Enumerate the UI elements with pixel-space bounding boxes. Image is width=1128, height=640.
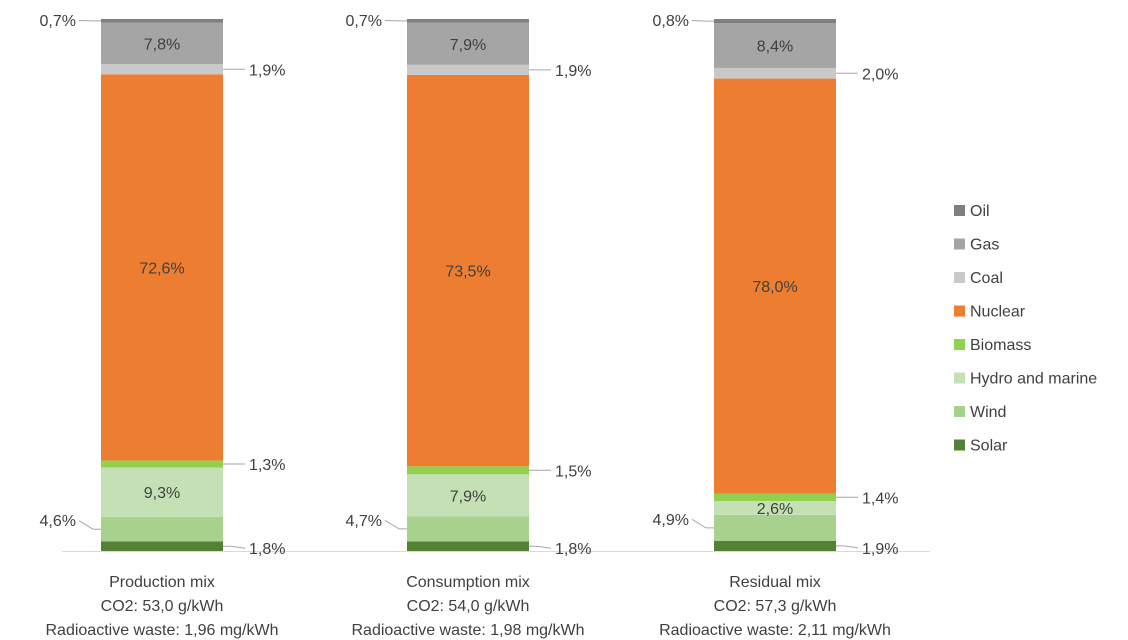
- data-label-hydro-and-marine-3: 2,6%: [757, 501, 793, 518]
- data-label-gas-3: 8,4%: [757, 39, 793, 56]
- bar-segment-hydro-and-marine-3: [714, 500, 836, 515]
- leader-line-solar-2: [529, 545, 552, 549]
- bar-segment-gas-1: [101, 22, 223, 65]
- category-label-2-line-3: Radioactive waste: 1,98 mg/kWh: [352, 622, 585, 639]
- data-label-gas-1: 7,8%: [144, 36, 180, 53]
- data-label-coal-2: 1,9%: [555, 63, 591, 80]
- data-label-hydro-and-marine-1: 9,3%: [144, 485, 180, 502]
- legend-swatch-gas: [954, 238, 965, 250]
- legend-swatch-solar: [954, 439, 965, 451]
- data-label-solar-3: 1,9%: [862, 541, 898, 558]
- bar-segment-oil-1: [101, 19, 223, 23]
- bar-segment-solar-3: [714, 540, 836, 551]
- bar-segment-nuclear-1: [101, 74, 223, 461]
- category-label-3-line-2: CO2: 57,3 g/kWh: [714, 598, 837, 615]
- data-label-solar-2: 1,8%: [555, 541, 591, 558]
- data-label-biomass-1: 1,3%: [249, 457, 285, 474]
- legend-label-coal: Coal: [970, 270, 1003, 287]
- leader-line-wind-1: [78, 520, 101, 530]
- bar-segment-gas-2: [407, 22, 529, 65]
- category-label-3-line-1: Residual mix: [729, 574, 821, 591]
- data-label-coal-3: 2,0%: [862, 66, 898, 83]
- bar-segment-oil-3: [714, 19, 836, 24]
- bar-segment-nuclear-3: [714, 78, 836, 494]
- legend-label-oil: Oil: [970, 203, 990, 220]
- legend-swatch-oil: [954, 205, 965, 216]
- category-label-1-line-2: CO2: 53,0 g/kWh: [101, 598, 224, 615]
- data-label-wind-1: 4,6%: [40, 513, 76, 530]
- category-label-1-line-3: Radioactive waste: 1,96 mg/kWh: [46, 622, 279, 639]
- bar-segment-coal-3: [714, 67, 836, 79]
- legend-swatch-wind: [954, 406, 965, 417]
- legend-label-hydro-and-marine: Hydro and marine: [970, 371, 1097, 388]
- leader-line-solar-1: [223, 545, 246, 549]
- data-label-coal-1: 1,9%: [249, 62, 285, 79]
- leader-line-oil-3: [691, 20, 714, 22]
- data-label-biomass-3: 1,4%: [862, 490, 898, 507]
- leader-line-solar-3: [836, 545, 859, 549]
- category-label-2-line-2: CO2: 54,0 g/kWh: [407, 598, 530, 615]
- bar-segment-nuclear-2: [407, 74, 529, 467]
- bar-segment-biomass-2: [407, 466, 529, 475]
- bar-segment-coal-1: [101, 64, 223, 75]
- bar-segment-wind-2: [407, 516, 529, 542]
- data-label-oil-3: 0,8%: [653, 13, 689, 30]
- data-label-wind-2: 4,7%: [346, 513, 382, 530]
- legend-label-wind: Wind: [970, 404, 1006, 421]
- data-label-wind-3: 4,9%: [653, 512, 689, 529]
- legend-swatch-hydro-and-marine: [954, 372, 965, 384]
- legend-label-solar: Solar: [970, 438, 1008, 455]
- category-label-1-line-1: Production mix: [109, 574, 215, 591]
- data-label-biomass-2: 1,5%: [555, 463, 591, 480]
- bar-segment-wind-3: [714, 514, 836, 541]
- leader-line-wind-2: [384, 519, 407, 530]
- data-label-nuclear-2: 73,5%: [445, 264, 490, 281]
- bar-segment-solar-2: [407, 541, 529, 551]
- data-label-hydro-and-marine-2: 7,9%: [450, 488, 486, 505]
- data-label-nuclear-3: 78,0%: [752, 279, 797, 296]
- data-label-nuclear-1: 72,6%: [139, 260, 184, 277]
- legend-swatch-nuclear: [954, 305, 965, 317]
- bar-segment-hydro-and-marine-1: [101, 467, 223, 517]
- legend-label-gas: Gas: [970, 237, 999, 254]
- data-label-gas-2: 7,9%: [450, 37, 486, 54]
- bar-segment-biomass-3: [714, 493, 836, 501]
- data-label-oil-1: 0,7%: [40, 13, 76, 30]
- data-label-solar-1: 1,8%: [249, 541, 285, 558]
- bar-segment-wind-1: [101, 516, 223, 542]
- data-label-oil-2: 0,7%: [346, 13, 382, 30]
- legend-label-biomass: Biomass: [970, 337, 1031, 354]
- leader-line-wind-3: [691, 518, 714, 529]
- category-label-2-line-1: Consumption mix: [406, 574, 530, 591]
- legend-label-nuclear: Nuclear: [970, 304, 1026, 321]
- legend-swatch-biomass: [954, 339, 965, 350]
- bar-segment-hydro-and-marine-2: [407, 474, 529, 517]
- bar-segment-gas-3: [714, 23, 836, 68]
- bar-segment-coal-2: [407, 64, 529, 75]
- bar-segment-biomass-1: [101, 460, 223, 468]
- bar-segment-oil-2: [407, 19, 529, 23]
- category-label-3-line-3: Radioactive waste: 2,11 mg/kWh: [659, 622, 891, 639]
- bar-segment-solar-1: [101, 541, 223, 551]
- legend-swatch-coal: [954, 272, 965, 283]
